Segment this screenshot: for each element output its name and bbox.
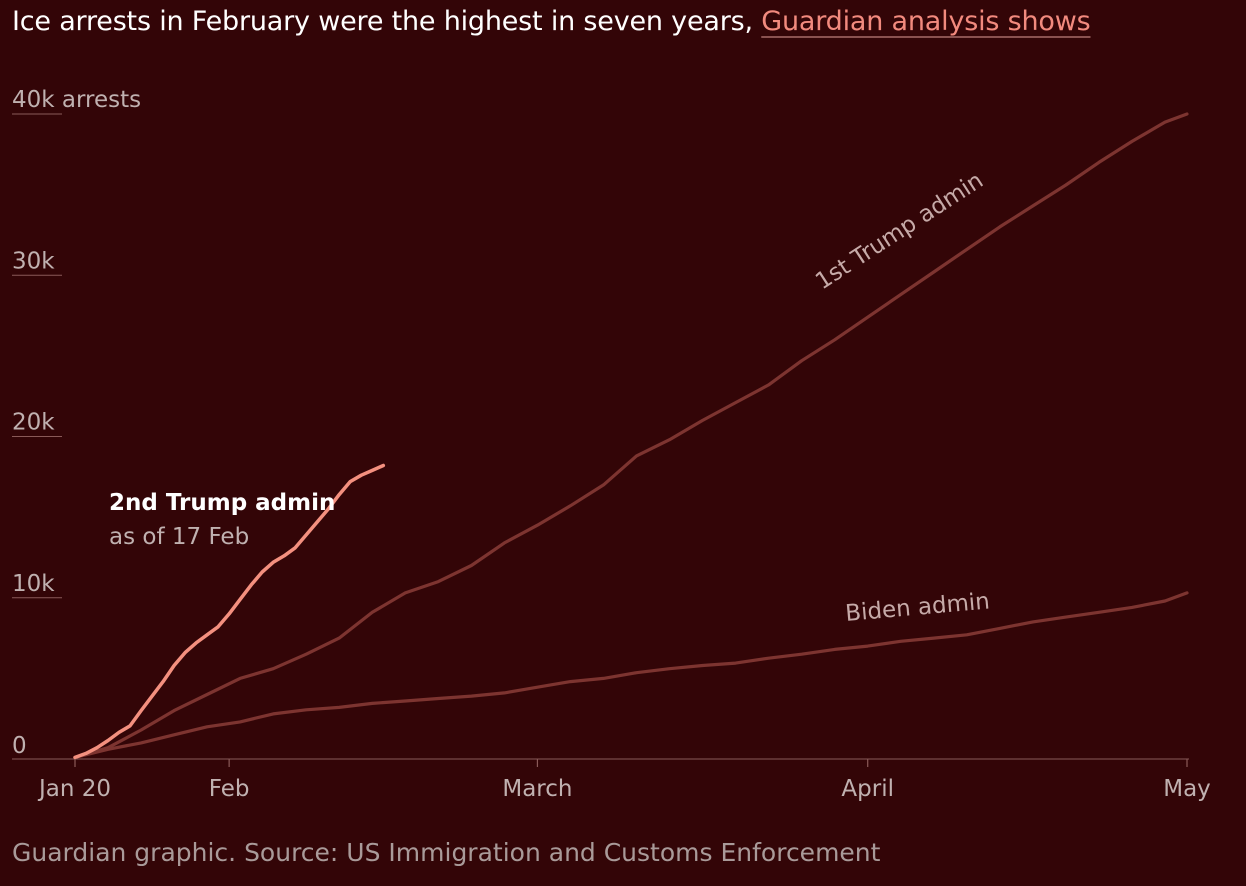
label-trump2: 2nd Trump admin [109,490,335,516]
x-tick-label: March [502,776,572,802]
label-trump2-note: as of 17 Feb [109,524,249,550]
source-note: Guardian graphic. Source: US Immigration… [12,838,881,867]
y-tick-label: 0 [12,733,27,759]
y-tick-label: 30k [12,248,55,274]
x-tick-label: Jan 20 [37,776,111,802]
x-tick-label: May [1163,776,1211,802]
x-tick-label: Feb [209,776,250,802]
y-tick-label: 20k [12,410,55,436]
label-trump1: 1st Trump admin [811,168,988,295]
y-tick-label: 10k [12,571,55,597]
title-text: Ice arrests in February were the highest… [12,6,753,37]
y-tick-label: 40k arrests [12,87,141,113]
label-biden: Biden admin [844,588,991,627]
chart-title: Ice arrests in February were the highest… [12,6,1091,37]
series-line-trump2 [73,463,386,760]
series-line-trump1 [73,112,1189,759]
x-tick-label: April [841,776,894,802]
title-link[interactable]: Guardian analysis shows [761,6,1091,37]
series-line-biden [73,591,1189,759]
